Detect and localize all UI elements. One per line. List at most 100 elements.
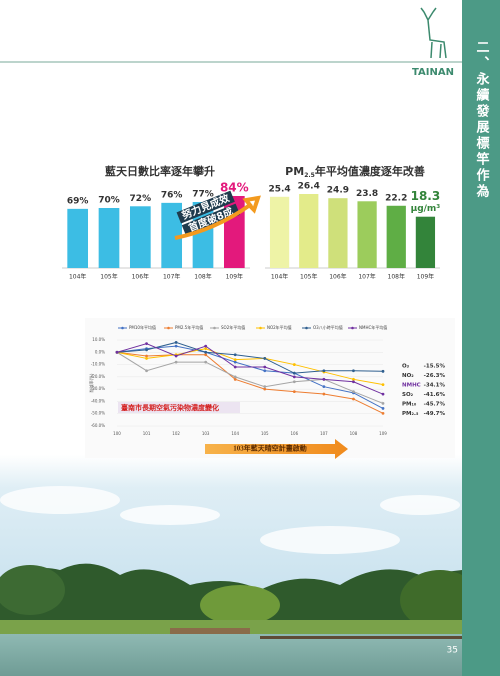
legend-marker <box>259 326 262 330</box>
summary-name: PM₁₀ <box>402 402 417 408</box>
point <box>145 354 148 358</box>
annotation: 103年藍天晴空計畫啟動 <box>233 444 307 453</box>
x-tick-label: 107 <box>320 431 328 436</box>
summary-name: NMHC <box>402 383 421 389</box>
fence <box>260 636 462 639</box>
logo-deer <box>420 7 447 59</box>
x-tick-label: 107年 <box>358 273 375 281</box>
summary-value: -15.5% <box>424 364 446 370</box>
bar <box>328 198 348 268</box>
sidebar-title: 二、永續發展標竿作為 <box>473 40 489 200</box>
point <box>352 377 355 381</box>
sidebar: 二、永續發展標竿作為 <box>462 0 500 676</box>
legend-label: NMHC年平均值 <box>359 324 387 330</box>
point <box>263 365 267 369</box>
value-label: 24.9 <box>327 186 349 196</box>
point <box>263 385 267 389</box>
summary-value: -49.7% <box>424 411 446 417</box>
x-tick-label: 103 <box>202 431 210 436</box>
point <box>174 341 178 344</box>
y-tick-label: -50.0% <box>91 411 105 416</box>
value-label: 72% <box>130 194 152 204</box>
x-tick-label: 104年 <box>69 273 86 281</box>
logo-text: TAINAN <box>412 67 454 78</box>
x-tick-label: 104 <box>231 431 239 436</box>
bar <box>98 208 120 268</box>
x-tick-label: 105年 <box>300 273 317 281</box>
chart-title: 藍天日數比率逐年攀升 <box>105 164 215 178</box>
point <box>233 375 237 379</box>
point <box>263 357 267 360</box>
bar <box>299 194 319 268</box>
point <box>233 358 237 362</box>
summary-name: PM₂.₅ <box>402 411 419 417</box>
value-label: 77% <box>192 190 214 200</box>
arrow <box>205 439 348 459</box>
boardwalk <box>170 628 250 634</box>
point <box>145 348 148 352</box>
series-line <box>116 345 384 409</box>
x-tick-label: 106 <box>291 431 299 436</box>
value-label: 26.4 <box>298 182 320 192</box>
page-number: 35 <box>447 646 458 656</box>
bar <box>357 201 377 268</box>
summary-name: NO₂ <box>402 373 414 379</box>
page-art: 35 TAINAN 藍天日數比率逐年攀升 PM2.5年平均值濃度逐年改善 削減率… <box>0 7 462 676</box>
summary-name: O₃ <box>402 364 410 370</box>
point <box>381 407 385 410</box>
point <box>381 392 385 396</box>
legend-marker <box>351 326 354 330</box>
bar <box>67 208 89 268</box>
point <box>145 357 148 360</box>
title-subscript: 2.5 <box>304 172 315 179</box>
y-tick-label: -30.0% <box>91 386 105 391</box>
point <box>233 365 237 369</box>
value-label: 76% <box>161 190 183 200</box>
bar <box>269 196 290 268</box>
summary-name: SO₂ <box>402 392 414 398</box>
y-tick-label: 10.0% <box>92 337 105 342</box>
legend-marker <box>167 326 170 330</box>
value-label: 23.8 <box>356 189 378 199</box>
value-label: 22.2 <box>385 193 407 203</box>
point <box>322 369 326 373</box>
summary-value: -26.3% <box>424 373 446 379</box>
value-label: 18.3 <box>411 189 441 203</box>
x-tick-label: 109年 <box>417 273 434 281</box>
x-tick-label: 101 <box>143 431 151 436</box>
legend-label: SO2年平均值 <box>221 324 245 330</box>
x-tick-label: 100 <box>113 431 121 436</box>
series-line <box>116 341 384 374</box>
point <box>204 350 208 354</box>
title-part: 年平均值濃度逐年改善 <box>315 164 425 178</box>
series-line <box>116 351 384 404</box>
point <box>352 380 355 384</box>
bar <box>161 202 183 268</box>
bar <box>129 206 151 268</box>
point <box>322 392 326 396</box>
point <box>292 375 296 379</box>
legend-marker <box>121 326 124 330</box>
value-label: 69% <box>67 196 89 206</box>
summary-value: -45.7% <box>424 402 446 408</box>
legend-label: PM10年平均值 <box>129 324 156 330</box>
annotation-box <box>181 203 241 237</box>
x-tick-label: 108 <box>350 431 358 436</box>
point <box>115 350 119 354</box>
trees <box>0 563 462 640</box>
x-tick-label: 107年 <box>163 273 180 281</box>
point <box>292 371 296 375</box>
point <box>174 344 178 348</box>
value-label: 70% <box>98 196 120 206</box>
point <box>174 354 178 358</box>
y-tick-label: -60.0% <box>91 423 105 428</box>
point <box>292 390 296 393</box>
y-tick-label: -20.0% <box>91 374 105 379</box>
x-tick-label: 105 <box>261 431 269 436</box>
value-label: 25.4 <box>268 184 290 194</box>
value-label: 84% <box>220 181 249 195</box>
title-part: PM <box>285 165 304 178</box>
point <box>322 385 326 389</box>
summary-value: -34.1% <box>424 383 446 389</box>
